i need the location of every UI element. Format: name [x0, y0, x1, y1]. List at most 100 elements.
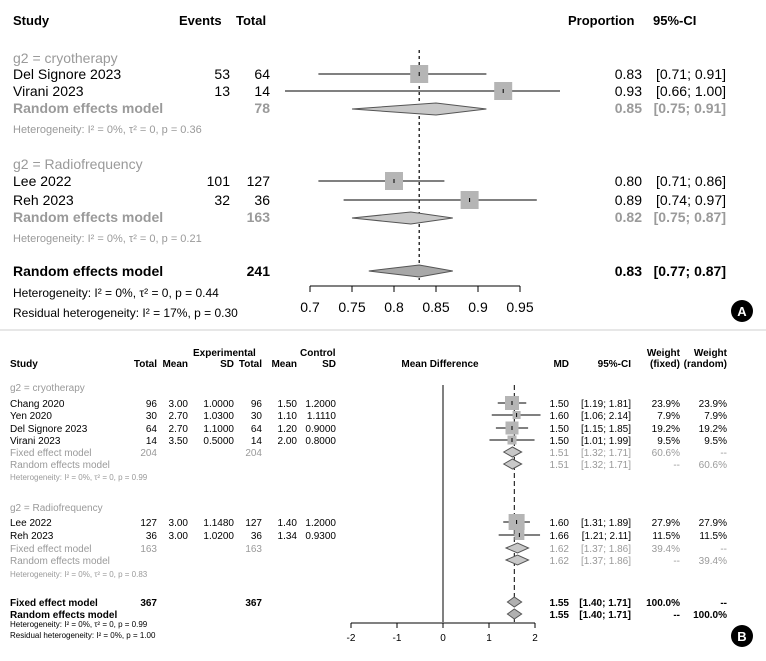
row-c-mean: 1.40: [278, 518, 298, 529]
study-proportion: 0.83: [615, 66, 642, 82]
x-tick-label: 0: [440, 633, 446, 644]
x-tick-label: 0.8: [384, 299, 404, 315]
row-md: 1.60: [550, 411, 570, 422]
re-total: 163: [247, 209, 271, 225]
row-md: 1.50: [550, 399, 570, 410]
row-weight-fixed: 9.5%: [657, 436, 680, 447]
row-weight-random: 100.0%: [693, 610, 727, 621]
x-tick-label: 0.95: [506, 299, 533, 315]
row-md: 1.50: [550, 436, 570, 447]
row-weight-fixed: --: [673, 460, 680, 471]
heterogeneity-residual: Residual heterogeneity: I² = 17%, p = 0.…: [13, 306, 238, 320]
re-label: Random effects model: [13, 100, 163, 116]
study-proportion: 0.80: [615, 173, 642, 189]
badge-circle: [731, 300, 753, 322]
row-weight-random: --: [720, 598, 727, 609]
header-total: Total: [236, 13, 266, 28]
x-tick-label: 0.7: [300, 299, 320, 315]
row-name: Fixed effect model: [10, 598, 98, 609]
row-weight-random: 19.2%: [699, 424, 727, 435]
row-ci: [1.40; 1.71]: [579, 610, 631, 621]
row-c-total: 30: [251, 411, 263, 422]
re-ci: [0.75; 0.87]: [654, 209, 726, 225]
row-e-mean: 2.70: [169, 411, 189, 422]
row-weight-fixed: 11.5%: [652, 531, 680, 542]
row-md: 1.55: [550, 610, 570, 621]
overall-diamond: [368, 264, 453, 278]
header-total-control: Total: [239, 359, 262, 370]
row-name: Virani 2023: [10, 436, 61, 447]
row-weight-random: 60.6%: [699, 460, 727, 471]
header-sd-control: SD: [322, 359, 336, 370]
study-name: Virani 2023: [13, 83, 84, 99]
row-e-total: 36: [146, 531, 158, 542]
row-weight-fixed: 7.9%: [657, 411, 680, 422]
row-name: Yen 2020: [10, 411, 52, 422]
row-e-total: 96: [146, 399, 158, 410]
study-proportion: 0.89: [615, 192, 642, 208]
row-e-sd: 1.1480: [203, 518, 234, 529]
row-weight-fixed: 39.4%: [652, 544, 680, 555]
study-events: 53: [214, 66, 230, 82]
group-label: g2 = Radiofrequency: [10, 503, 103, 514]
study-events: 32: [214, 192, 230, 208]
header-events: Events: [179, 13, 222, 28]
heterogeneity: Heterogeneity: I² = 0%, τ² = 0, p = 0.83: [10, 570, 148, 579]
heterogeneity-residual: Residual heterogeneity: I² = 0%, p = 1.0…: [10, 631, 156, 640]
row-c-mean: 1.34: [278, 531, 298, 542]
row-name: Random effects model: [10, 610, 117, 621]
row-c-sd: 1.2000: [305, 399, 336, 410]
row-c-total: 163: [245, 544, 262, 555]
group-label: g2 = Radiofrequency: [13, 156, 143, 172]
row-weight-fixed: --: [673, 556, 680, 567]
row-c-total: 96: [251, 399, 263, 410]
study-total: 64: [254, 66, 270, 82]
panel-a: Study Events Total Proportion 95%-CI g2 = cry…: [13, 13, 753, 322]
heterogeneity-overall: Heterogeneity: I² = 0%, τ² = 0, p = 0.99: [10, 620, 148, 629]
header-sd: SD: [220, 359, 234, 370]
x-tick-label: 2: [532, 633, 538, 644]
row-ci: [1.32; 1.71]: [581, 448, 631, 459]
study-total: 127: [247, 173, 271, 189]
panel-b: Experimental Control Study Total Mean SD Total…: [10, 348, 753, 647]
re-ci: [0.75; 0.91]: [654, 100, 726, 116]
row-weight-random: 7.9%: [704, 411, 727, 422]
row-e-mean: 3.00: [169, 399, 189, 410]
row-name: Random effects model: [10, 556, 110, 567]
header-md: MD: [553, 359, 569, 370]
study-ci: [0.66; 1.00]: [656, 83, 726, 99]
study-name: Reh 2023: [13, 192, 74, 208]
row-e-sd: 0.5000: [203, 436, 234, 447]
row-e-total: 30: [146, 411, 158, 422]
heterogeneity: Heterogeneity: I² = 0%, τ² = 0, p = 0.36: [13, 124, 202, 136]
header-study: Study: [13, 13, 50, 28]
row-weight-fixed: --: [673, 610, 680, 621]
row-weight-random: 39.4%: [699, 556, 727, 567]
row-weight-random: 23.9%: [699, 399, 727, 410]
group-label: g2 = cryotherapy: [13, 50, 118, 66]
row-e-sd: 1.0200: [203, 531, 234, 542]
row-md: 1.55: [550, 598, 570, 609]
row-ci: [1.37; 1.86]: [581, 544, 631, 555]
row-e-mean: 3.00: [169, 518, 189, 529]
row-ci: [1.19; 1.81]: [581, 399, 631, 410]
x-tick-label: 0.9: [468, 299, 488, 315]
header-weight-fixed: Weight: [647, 348, 681, 359]
row-ci: [1.15; 1.85]: [581, 424, 631, 435]
row-name: Chang 2020: [10, 399, 65, 410]
row-ci: [1.37; 1.86]: [581, 556, 631, 567]
row-c-total: 36: [251, 531, 263, 542]
row-md: 1.51: [550, 448, 570, 459]
random-diamond: [502, 458, 523, 470]
row-e-sd: 1.0300: [203, 411, 234, 422]
header-proportion: Proportion: [568, 13, 634, 28]
header-weight-fixed-sub: (fixed): [650, 359, 680, 370]
row-e-mean: 2.70: [169, 424, 189, 435]
row-weight-fixed: 27.9%: [652, 518, 680, 529]
row-ci: [1.31; 1.89]: [581, 518, 631, 529]
header-ci: 95%-CI: [653, 13, 696, 28]
row-c-sd: 0.9000: [305, 424, 336, 435]
study-total: 14: [254, 83, 270, 99]
row-weight-random: 9.5%: [704, 436, 727, 447]
row-md: 1.66: [550, 531, 570, 542]
